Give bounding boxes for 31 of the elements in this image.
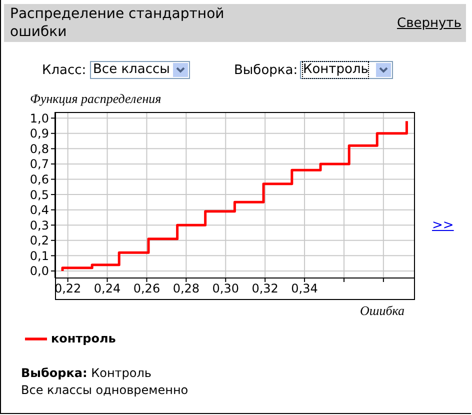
legend-label: контроль (51, 331, 116, 346)
dropdown-field: Контроль (300, 61, 393, 79)
x-tick-label: 0,28 (172, 282, 200, 296)
y-tick-label: 0,6 (30, 172, 49, 187)
dropdown-field: Все классы (90, 61, 190, 79)
text: Контроль (91, 366, 152, 380)
text: Выборка: (234, 63, 298, 78)
y-tick-label: 0,4 (30, 203, 49, 218)
y-tick-label: 1,0 (30, 111, 49, 126)
y-tick-label: 0,9 (30, 126, 49, 141)
chart-title: Распределение стандартной ошибки (10, 5, 226, 41)
text: Все классы одновременно (21, 383, 188, 397)
x-tick-label: 0,22 (54, 282, 82, 296)
y-tick-label: 0,8 (30, 142, 49, 156)
y-tick-label: 0,0 (30, 264, 49, 278)
y-tick-label: 0,1 (30, 248, 49, 263)
x-tick-label: 0,32 (252, 282, 278, 296)
text: Свернуть (397, 16, 462, 31)
y-tick-label: 0,5 (30, 188, 49, 202)
x-tick-label: 0,24 (94, 282, 121, 296)
y-tick-label: 0,2 (30, 234, 49, 248)
text: Класс: (42, 63, 86, 78)
x-tick-label: 0,34 (291, 282, 318, 296)
y-axis-title: Функция распределения (30, 91, 162, 107)
x-tick-label: 0,26 (133, 282, 160, 296)
x-axis-title: Ошибка (360, 303, 404, 319)
y-tick-label: 0,3 (30, 218, 49, 232)
text: >> (432, 218, 454, 233)
x-tick-label: 0,30 (212, 282, 239, 296)
text: Выборка: (21, 366, 88, 380)
y-tick-label: 0,7 (30, 157, 49, 172)
